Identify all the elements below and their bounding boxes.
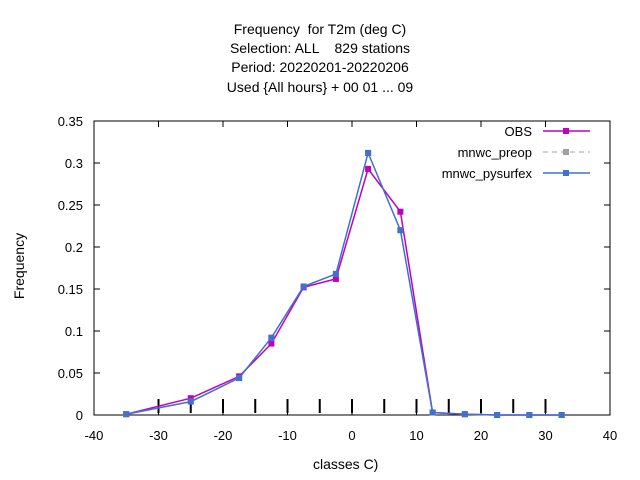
series-line-mnwc_preop [126, 151, 562, 416]
y-tick-label: 0.15 [58, 282, 83, 297]
data-point-mnwc_pysurfex [365, 149, 372, 156]
x-tick-label: 0 [348, 428, 355, 443]
data-point-mnwc_pysurfex [397, 227, 404, 234]
legend-label-OBS: OBS [505, 124, 533, 139]
y-tick-label: 0.05 [58, 366, 83, 381]
data-point-mnwc_pysurfex [187, 398, 194, 405]
legend-marker-OBS [563, 128, 569, 134]
x-axis-label: classes C) [313, 456, 379, 472]
data-point-OBS [397, 208, 404, 215]
legend-label-mnwc_pysurfex: mnwc_pysurfex [442, 166, 533, 181]
y-tick-label: 0.25 [58, 198, 83, 213]
x-tick-label: 40 [603, 428, 617, 443]
data-point-mnwc_pysurfex [268, 334, 275, 341]
data-point-mnwc_pysurfex [494, 412, 501, 418]
y-tick-label: 0.3 [65, 156, 83, 171]
x-tick-label: 10 [409, 428, 423, 443]
data-point-OBS [268, 340, 275, 347]
legend-label-mnwc_preop: mnwc_preop [458, 145, 532, 160]
data-point-mnwc_pysurfex [332, 270, 339, 277]
chart-title-line-3: Period: 20220201-20220206 [231, 59, 409, 75]
x-tick-label: -10 [278, 428, 297, 443]
x-tick-label: 20 [474, 428, 488, 443]
x-tick-label: -30 [149, 428, 168, 443]
x-tick-label: 30 [538, 428, 552, 443]
chart-title-line-4: Used {All hours} + 00 01 ... 09 [226, 79, 414, 95]
legend-marker-mnwc_pysurfex [563, 170, 569, 176]
x-tick-label: -20 [214, 428, 233, 443]
chart-title-line-1: Frequency for T2m (deg C) [233, 21, 407, 37]
data-point-mnwc_pysurfex [123, 411, 130, 418]
series-line-mnwc_pysurfex [126, 150, 562, 416]
y-tick-label: 0 [76, 408, 83, 423]
y-tick-label: 0.2 [65, 240, 83, 255]
chart-title-line-2: Selection: ALL 829 stations [229, 40, 411, 56]
data-point-mnwc_pysurfex [429, 409, 436, 416]
data-point-mnwc_pysurfex [526, 412, 533, 418]
data-point-mnwc_pysurfex [558, 412, 565, 418]
data-point-OBS [332, 275, 339, 282]
data-point-mnwc_pysurfex [461, 411, 468, 418]
data-point-OBS [365, 165, 372, 172]
data-point-mnwc_pysurfex [300, 283, 307, 290]
y-tick-label: 0.1 [65, 324, 83, 339]
legend-marker-mnwc_preop [563, 149, 569, 155]
plot-frame [93, 120, 611, 416]
y-tick-label: 0.35 [58, 114, 83, 129]
data-point-OBS [187, 395, 194, 402]
series-line-OBS [126, 167, 562, 416]
data-point-mnwc_pysurfex [236, 375, 243, 382]
x-tick-label: -40 [85, 428, 104, 443]
